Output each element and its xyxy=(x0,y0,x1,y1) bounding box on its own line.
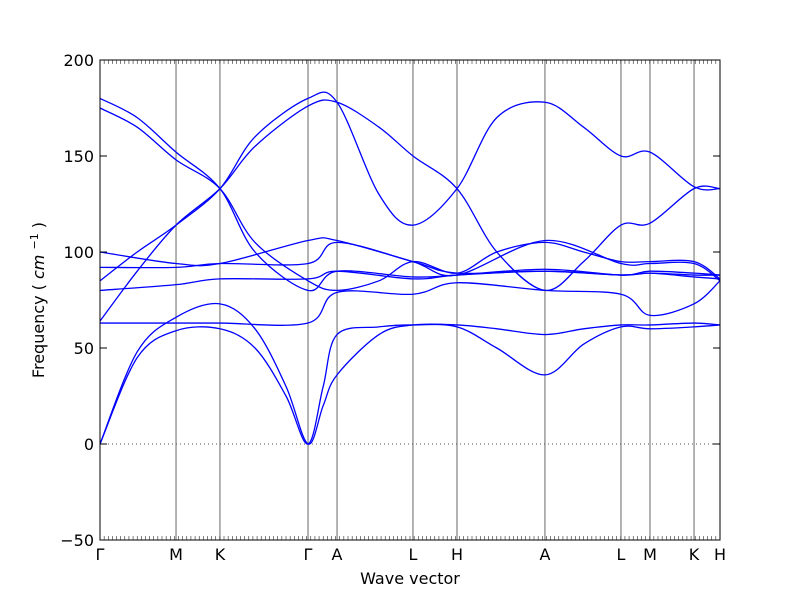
y-tick-label: 100 xyxy=(63,243,94,262)
kpoint-label: H xyxy=(714,545,726,564)
kpoint-label: Γ xyxy=(304,545,313,564)
kpoint-label: M xyxy=(169,545,183,564)
phonon-branch-line xyxy=(99,91,721,282)
y-axis-label-close-paren: ) xyxy=(29,222,48,228)
kpoint-label: A xyxy=(539,545,550,564)
y-tick-label: 200 xyxy=(63,51,94,70)
phonon-branch-line xyxy=(100,280,721,326)
kpoint-label: L xyxy=(617,545,626,564)
x-axis-label: Wave vector xyxy=(360,569,460,588)
kpoint-label: H xyxy=(451,545,463,564)
y-axis-label-unit: cm xyxy=(29,255,48,279)
kpoint-label: M xyxy=(643,545,657,564)
y-axis-label: Frequency ( cm −1 ) xyxy=(23,222,48,378)
y-axis-label-exponent: −1 xyxy=(28,233,41,249)
phonon-branch-line xyxy=(99,237,721,282)
kpoint-label: A xyxy=(332,545,343,564)
y-tick-label: 0 xyxy=(84,435,94,454)
y-tick-label: −50 xyxy=(60,531,94,550)
high-symmetry-lines xyxy=(175,60,695,540)
kpoint-label: L xyxy=(409,545,418,564)
phonon-branch-line xyxy=(99,241,721,276)
phonon-branch-line xyxy=(99,270,721,292)
y-tick-label: 150 xyxy=(63,147,94,166)
phonon-branch-line xyxy=(99,107,721,292)
y-tick-label: 50 xyxy=(74,339,94,358)
plot-frame xyxy=(99,59,721,541)
phonon-branch-line xyxy=(99,323,721,445)
kpoint-label: Γ xyxy=(96,545,105,564)
phonon-branch-line xyxy=(99,302,721,445)
phonon-branch-line xyxy=(99,97,721,292)
kpoint-label: K xyxy=(215,545,226,564)
phonon-branch-line xyxy=(99,99,721,322)
y-axis-label-open-paren: ( xyxy=(29,284,48,290)
phonon-branches xyxy=(99,91,721,445)
y-axis-ticks: −50 0 50 100 150 200 xyxy=(60,51,720,550)
kpoint-label: K xyxy=(689,545,700,564)
y-axis-label-text: Frequency xyxy=(29,295,48,378)
